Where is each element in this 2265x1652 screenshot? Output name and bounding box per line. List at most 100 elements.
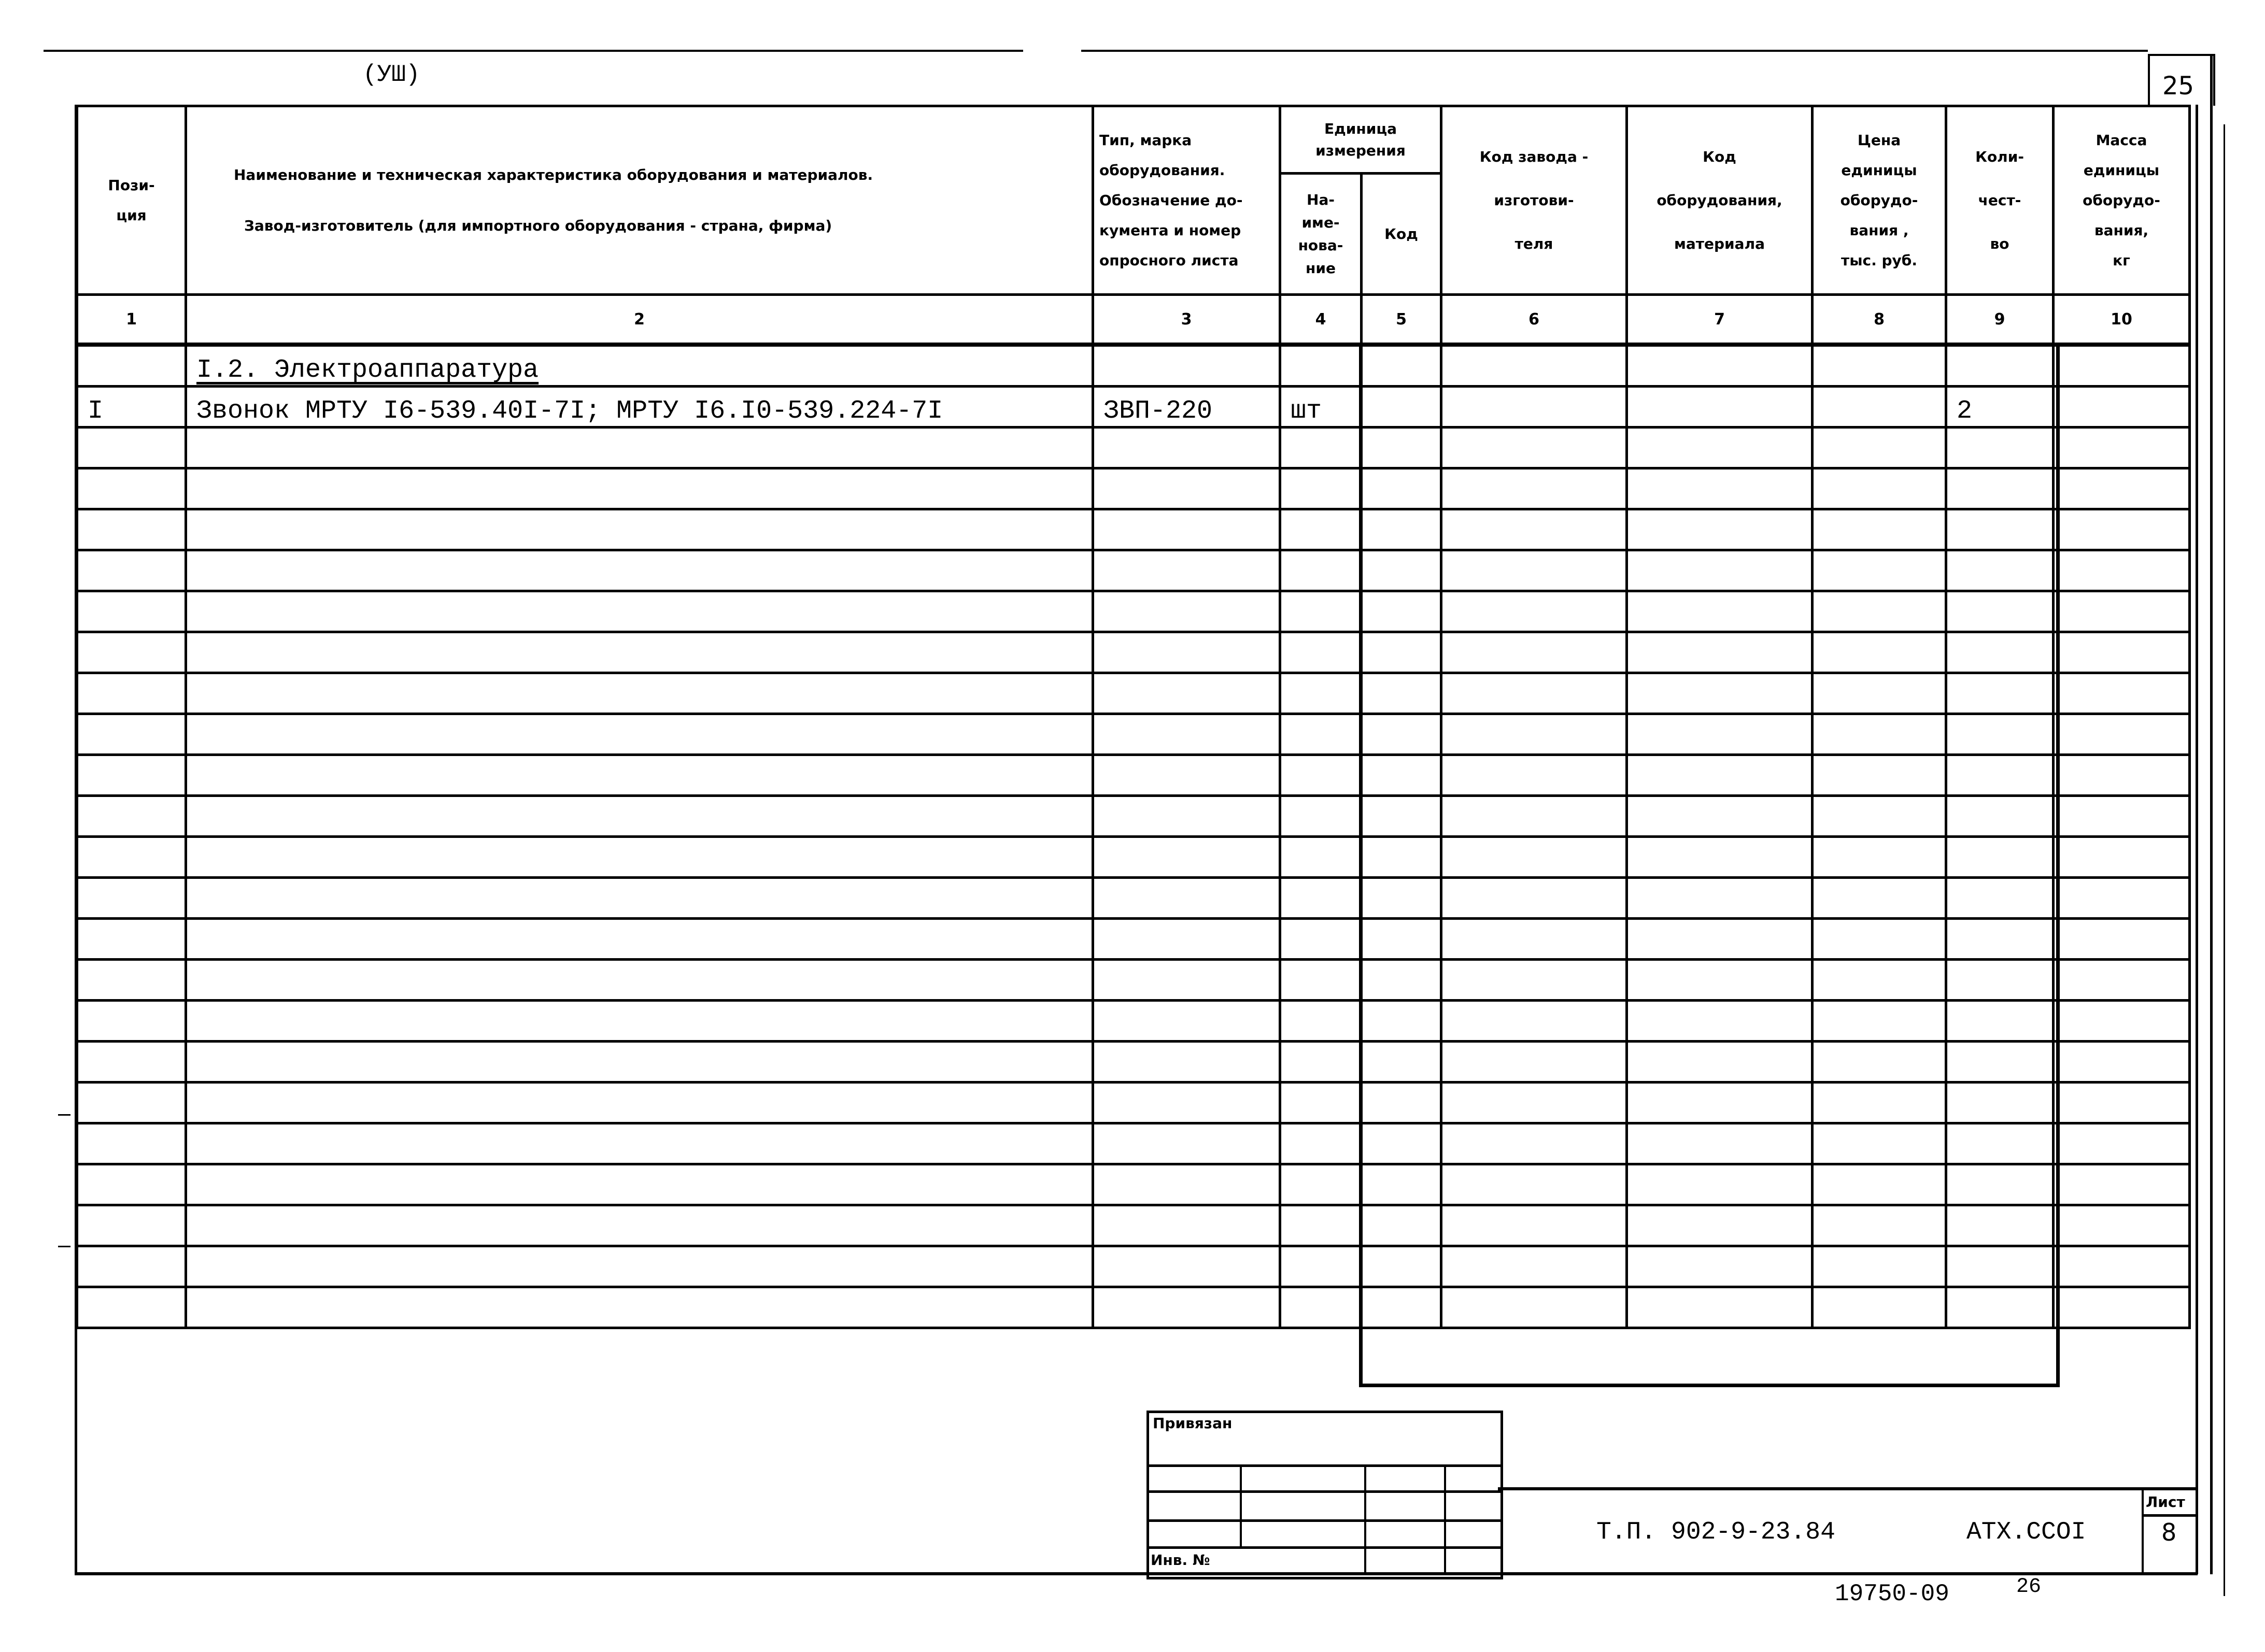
- cell-equipment-code: [1625, 1286, 1814, 1329]
- cell-position: [76, 794, 187, 838]
- cell-name: [185, 917, 1094, 961]
- outer-frame-right: [2210, 54, 2213, 1574]
- cell-position: [76, 1081, 187, 1124]
- cell-unit: [1279, 835, 1363, 879]
- cell-factory-code: [1440, 508, 1628, 551]
- cell-name: [185, 426, 1094, 469]
- stamp-divider: [1240, 1464, 1242, 1547]
- cell-quantity: [1945, 426, 2055, 469]
- cell-position: [76, 1204, 187, 1247]
- cell-type: [1092, 713, 1281, 756]
- header-name-line1: Наименование и техническая характеристик…: [234, 166, 873, 183]
- header-mass: Масса единицы оборудо- вания, кг: [2052, 105, 2191, 296]
- cell-position: [76, 467, 187, 510]
- cell-name: [185, 549, 1094, 592]
- cell-unit-code: [1360, 385, 1442, 429]
- table-row: [76, 835, 2191, 879]
- cell-name: [185, 958, 1094, 1002]
- column-number: 9: [1945, 293, 2055, 347]
- cell-quantity: [1945, 713, 2055, 756]
- cell-mass: [2052, 672, 2191, 715]
- cell-factory-code: [1440, 1245, 1628, 1288]
- linked-label: Привязан: [1153, 1415, 1233, 1432]
- cell-quantity: [1945, 753, 2055, 797]
- cell-equipment-code: [1625, 467, 1814, 510]
- cell-type: [1092, 1204, 1281, 1247]
- document-code: АТХ.ССОI: [1966, 1518, 2086, 1546]
- cell-quantity: [1945, 1245, 2055, 1288]
- cell-factory-code: [1440, 1163, 1628, 1206]
- stamp-divider: [1364, 1464, 1366, 1574]
- cell-quantity: [1945, 917, 2055, 961]
- table-row: [76, 794, 2191, 838]
- cell-unit-code: [1360, 958, 1442, 1002]
- cell-unit-code: [1360, 794, 1442, 838]
- cell-quantity: [1945, 835, 2055, 879]
- cell-factory-code: [1440, 713, 1628, 756]
- cell-equipment-code: [1625, 999, 1814, 1043]
- cell-mass: [2052, 1163, 2191, 1206]
- cell-mass: [2052, 343, 2191, 388]
- table-row: I.2. Электроаппаратура: [76, 343, 2191, 388]
- cell-price: [1811, 343, 1947, 388]
- cell-type: [1092, 508, 1281, 551]
- cell-factory-code: [1440, 958, 1628, 1002]
- cell-mass: [2052, 631, 2191, 674]
- cell-mass: [2052, 1204, 2191, 1247]
- cell-position: [76, 876, 187, 920]
- column-number: 8: [1811, 293, 1947, 347]
- cell-mass: [2052, 958, 2191, 1002]
- header-factory-code: Код завода - изготови- теля: [1440, 105, 1628, 296]
- cell-quantity: [1945, 1204, 2055, 1247]
- cell-unit: [1279, 508, 1363, 551]
- cell-price: [1811, 1040, 1947, 1084]
- page-number-box: [2148, 54, 2215, 106]
- cell-price: [1811, 631, 1947, 674]
- page-number: 25: [2162, 72, 2195, 101]
- margin-tick: [58, 1246, 70, 1247]
- title-block-top: [1498, 1487, 2196, 1490]
- top-rule-left: [44, 50, 1023, 52]
- table-row: [76, 1040, 2191, 1084]
- cell-price: [1811, 1286, 1947, 1329]
- cell-mass: [2052, 590, 2191, 633]
- cell-unit-code: [1360, 672, 1442, 715]
- table-row: [76, 590, 2191, 633]
- cell-unit-code: [1360, 999, 1442, 1043]
- cell-unit: шт: [1279, 385, 1363, 429]
- cell-mass: [2052, 835, 2191, 879]
- cell-equipment-code: [1625, 1040, 1814, 1084]
- cell-unit: [1279, 631, 1363, 674]
- column-number: 6: [1440, 293, 1628, 347]
- cell-type: [1092, 917, 1281, 961]
- cell-equipment-code: [1625, 508, 1814, 551]
- cell-equipment-code: [1625, 917, 1814, 961]
- cell-quantity: [1945, 508, 2055, 551]
- cell-price: [1811, 1163, 1947, 1206]
- cell-unit: [1279, 590, 1363, 633]
- cell-unit-code: [1360, 917, 1442, 961]
- scan-margin-line: [2224, 124, 2225, 1596]
- cell-factory-code: [1440, 876, 1628, 920]
- cell-unit: [1279, 1122, 1363, 1165]
- cell-type: [1092, 1245, 1281, 1288]
- cell-factory-code: [1440, 343, 1628, 388]
- cell-unit: [1279, 1204, 1363, 1247]
- cell-name: [185, 794, 1094, 838]
- cell-name: [185, 876, 1094, 920]
- cell-factory-code: [1440, 1286, 1628, 1329]
- cell-name: [185, 753, 1094, 797]
- cell-unit-code: [1360, 1286, 1442, 1329]
- cell-equipment-code: [1625, 794, 1814, 838]
- table-row: [76, 876, 2191, 920]
- cell-mass: [2052, 753, 2191, 797]
- cell-type: [1092, 426, 1281, 469]
- cell-type: [1092, 1163, 1281, 1206]
- cell-quantity: [1945, 590, 2055, 633]
- cell-name: [185, 1122, 1094, 1165]
- column-number: 10: [2052, 293, 2191, 347]
- cell-position: [76, 508, 187, 551]
- table-row: [76, 917, 2191, 961]
- cell-type: [1092, 999, 1281, 1043]
- document-number: Т.П. 902-9-23.84: [1596, 1518, 1835, 1546]
